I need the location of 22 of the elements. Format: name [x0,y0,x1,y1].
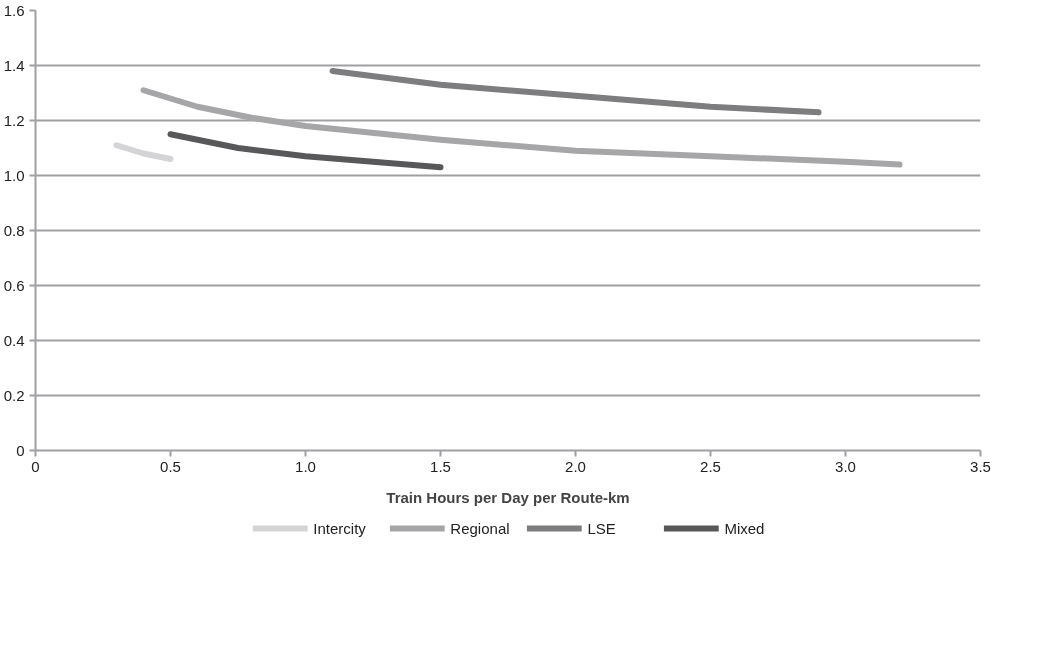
legend-label: Mixed [724,520,765,537]
x-tick-label: 0 [31,457,40,475]
x-tick-label: 0.5 [160,457,181,475]
x-tick-label: 2.5 [700,457,721,475]
y-tick-label: 1.4 [3,56,25,74]
y-tick-label: 0.2 [3,386,25,404]
legend-label: Regional [450,520,510,537]
x-tick-label: 3.5 [970,457,991,475]
y-tick-label: 0 [16,441,25,459]
y-tick-label: 1.0 [3,166,25,184]
y-tick-label: 1.2 [3,111,25,129]
y-tick-label: 0.8 [3,221,25,239]
legend-label: LSE [587,520,616,537]
x-tick-label: 1.0 [295,457,316,475]
x-tick-label: 1.5 [430,457,451,475]
y-tick-label: 0.4 [3,331,25,349]
y-tick-label: 0.6 [3,276,25,294]
x-tick-label: 2.0 [565,457,586,475]
x-axis-title: Train Hours per Day per Route-km [386,488,630,506]
y-tick-label: 1.6 [3,1,25,19]
x-tick-label: 3.0 [835,457,856,475]
legend-label: Intercity [313,520,367,537]
